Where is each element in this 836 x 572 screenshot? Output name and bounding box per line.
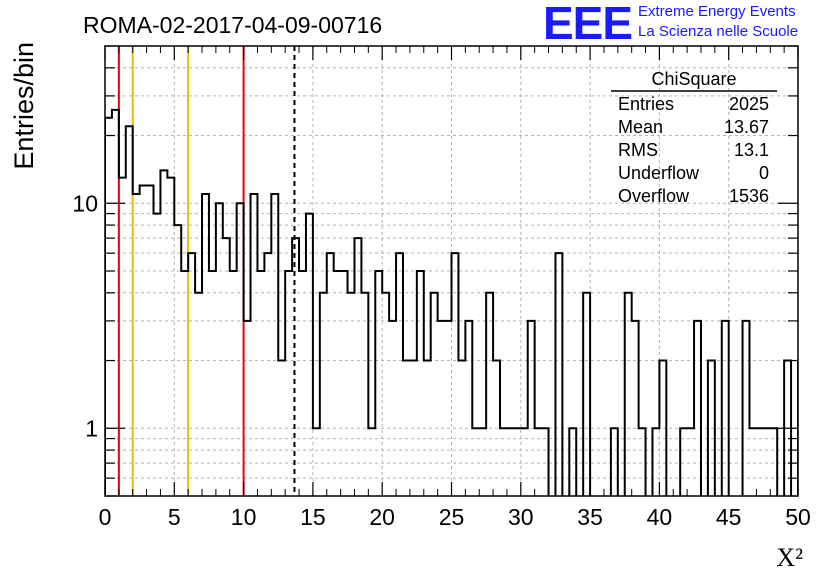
- x-tick-label: 25: [439, 504, 465, 530]
- x-tick-label: 15: [300, 504, 326, 530]
- x-tick-label: 45: [716, 504, 742, 530]
- stats-title: ChiSquare: [651, 69, 736, 89]
- x-tick-label: 10: [231, 504, 257, 530]
- x-axis-label: X²: [776, 543, 803, 572]
- stats-value: 13.67: [724, 117, 769, 137]
- stats-value: 1536: [729, 186, 769, 206]
- x-tick-label: 40: [647, 504, 673, 530]
- stats-label: Entries: [618, 94, 674, 114]
- logo-line-2: La Scienza nelle Scuole: [638, 23, 799, 40]
- stats-label: Mean: [618, 117, 663, 137]
- stats-label: Overflow: [618, 186, 690, 206]
- stats-box: ChiSquare Entries 2025 Mean 13.67 RMS 13.1 Und…: [611, 69, 777, 206]
- histogram-bars: [105, 108, 798, 496]
- stats-value: 2025: [729, 94, 769, 114]
- logo-line-1: Extreme Energy Events: [638, 3, 796, 20]
- y-tick-label: 1: [85, 415, 98, 441]
- chart-title: ROMA-02-2017-04-09-00716: [83, 12, 382, 38]
- eee-logo: EEE: [543, 0, 633, 49]
- y-tick-label: 10: [72, 190, 98, 216]
- stats-rows: Entries 2025 Mean 13.67 RMS 13.1 Underflow 0 Ove…: [618, 94, 769, 206]
- stats-label: RMS: [618, 140, 658, 160]
- x-tick-label: 35: [577, 504, 603, 530]
- x-tick-label: 50: [785, 504, 811, 530]
- x-tick-label: 20: [369, 504, 395, 530]
- histogram-line: [105, 108, 798, 496]
- stats-label: Underflow: [618, 163, 700, 183]
- x-tick-label: 0: [99, 504, 112, 530]
- y-axis-label: Entries/bin: [9, 42, 39, 170]
- stats-value: 0: [759, 163, 769, 183]
- x-tick-label: 5: [168, 504, 181, 530]
- stats-value: 13.1: [734, 140, 769, 160]
- x-tick-label: 30: [508, 504, 534, 530]
